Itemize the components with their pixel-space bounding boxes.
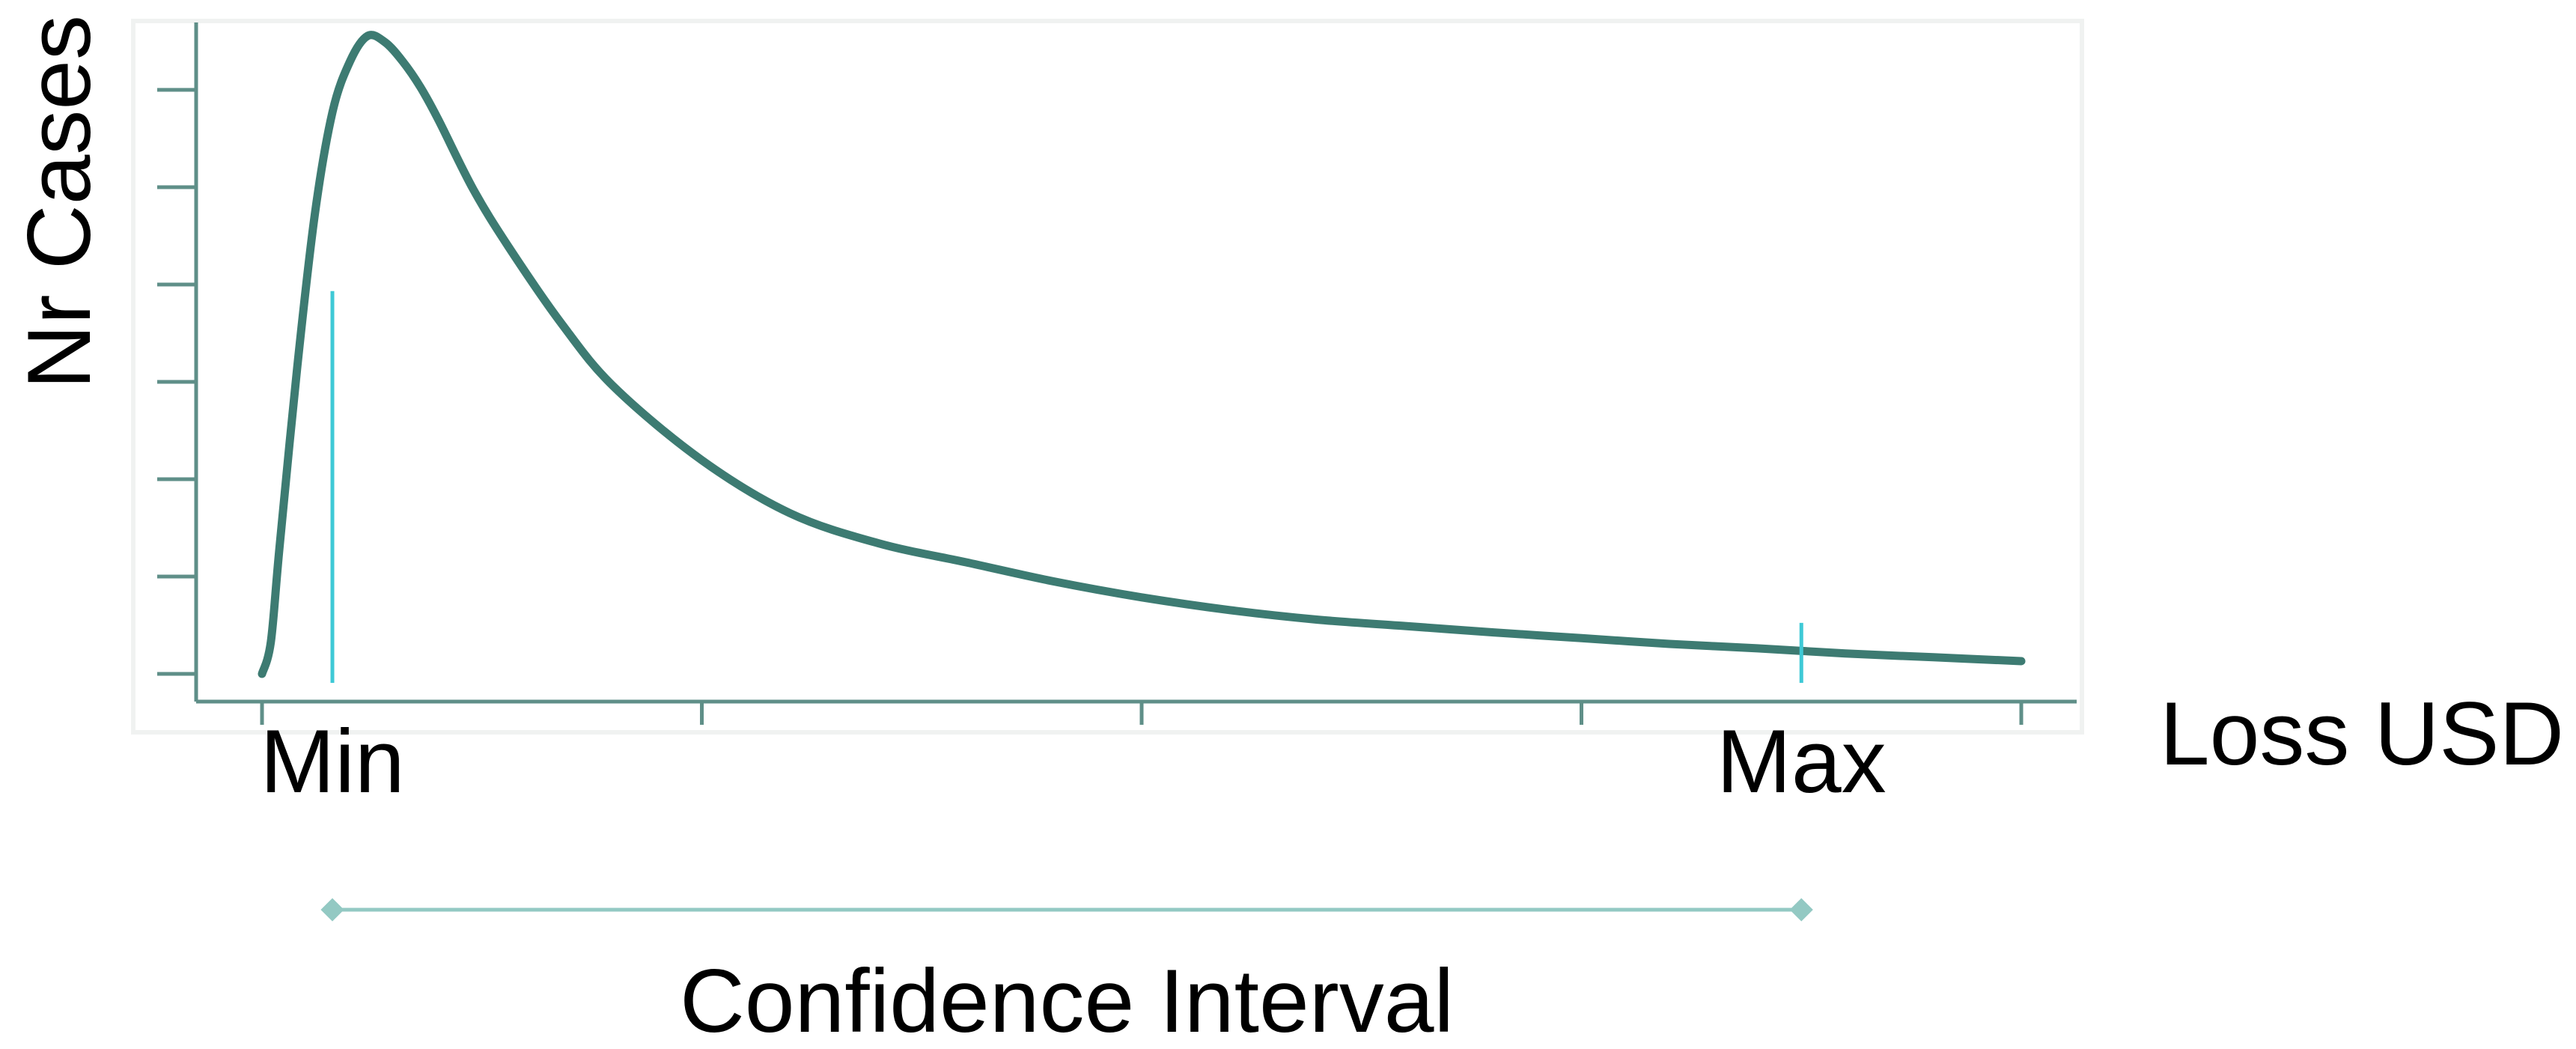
confidence-interval-left-cap [320, 898, 344, 922]
x-axis-label: Loss USD [2160, 684, 2564, 784]
x-axis-ticks [260, 702, 2024, 725]
y-axis-label: Nr Cases [9, 15, 109, 389]
plot-frame [131, 19, 2084, 735]
min-label: Min [260, 711, 404, 812]
max-label: Max [1717, 711, 1887, 812]
series-line [258, 31, 2026, 678]
interval-markers [330, 291, 1803, 683]
confidence-interval-right-cap [1789, 898, 1813, 922]
y-axis-ticks [157, 88, 196, 676]
confidence-interval-label: Confidence Interval [680, 951, 1454, 1045]
